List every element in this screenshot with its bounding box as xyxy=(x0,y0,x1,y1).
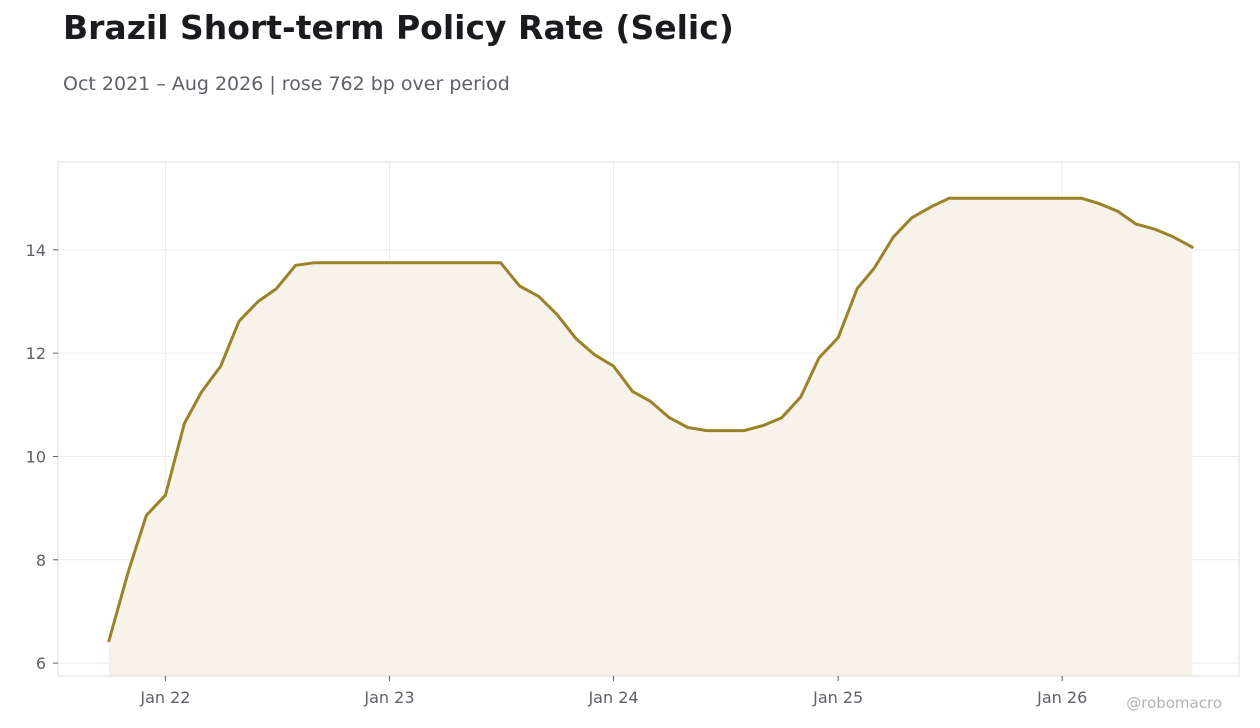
y-tick-label: 6 xyxy=(36,654,46,673)
x-tick-label: Jan 22 xyxy=(139,688,190,707)
series-area-fill xyxy=(108,198,1193,676)
y-tick-label: 12 xyxy=(26,344,46,363)
y-tick-label: 10 xyxy=(26,447,46,466)
x-tick-label: Jan 25 xyxy=(812,688,863,707)
credit-watermark: @robomacro xyxy=(1126,694,1222,712)
x-tick-label: Jan 26 xyxy=(1036,688,1087,707)
x-tick-label: Jan 23 xyxy=(363,688,414,707)
x-tick-label: Jan 24 xyxy=(587,688,638,707)
y-tick-label: 14 xyxy=(26,241,46,260)
series-line xyxy=(107,196,1194,643)
chart-title: Brazil Short-term Policy Rate (Selic) xyxy=(63,8,734,47)
y-tick-label: 8 xyxy=(36,551,46,570)
chart-subtitle: Oct 2021 – Aug 2026 | rose 762 bp over p… xyxy=(63,73,510,95)
plot-frame xyxy=(57,161,1240,677)
